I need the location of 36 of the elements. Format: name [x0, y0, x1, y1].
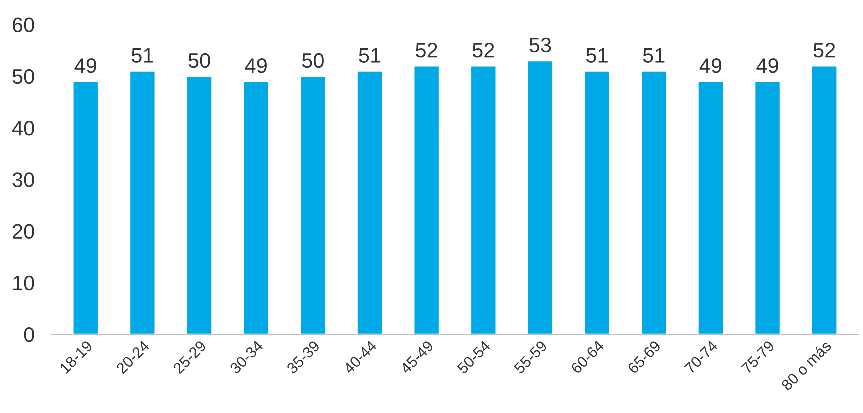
y-tick-label: 30: [12, 172, 34, 188]
bar: [129, 70, 156, 335]
data-label: 49: [756, 58, 778, 74]
bar: [242, 80, 270, 335]
y-tick-label: 50: [12, 69, 34, 84]
data-label: 52: [814, 43, 836, 58]
bar: [811, 65, 838, 335]
y-tick-label: 10: [14, 276, 34, 291]
data-label: 49: [74, 58, 96, 74]
data-label: 53: [530, 38, 552, 53]
data-label: 50: [302, 53, 324, 68]
data-label: 51: [643, 48, 665, 63]
bar: [186, 76, 214, 335]
data-label: 49: [245, 58, 267, 74]
data-label: 51: [359, 48, 381, 63]
bar: [72, 80, 100, 335]
bar: [697, 80, 724, 335]
bar: [300, 76, 327, 335]
y-tick-label: 0: [24, 328, 34, 342]
data-label: 49: [700, 58, 722, 74]
bar: [584, 70, 611, 335]
bar: [640, 70, 668, 335]
bar: [470, 65, 498, 335]
y-tick-label: 40: [12, 121, 34, 136]
data-label: 50: [188, 53, 210, 68]
bar: [526, 60, 554, 335]
data-label: 52: [416, 43, 438, 58]
bar: [413, 65, 440, 335]
bar: [754, 80, 782, 335]
data-label: 52: [472, 43, 494, 58]
data-label: 51: [132, 48, 154, 63]
y-tick-label: 20: [12, 224, 34, 240]
bar: [356, 70, 384, 335]
y-tick-label: 60: [13, 18, 34, 33]
data-label: 51: [586, 48, 608, 63]
x-tick-label: 80 o más: [780, 340, 832, 392]
